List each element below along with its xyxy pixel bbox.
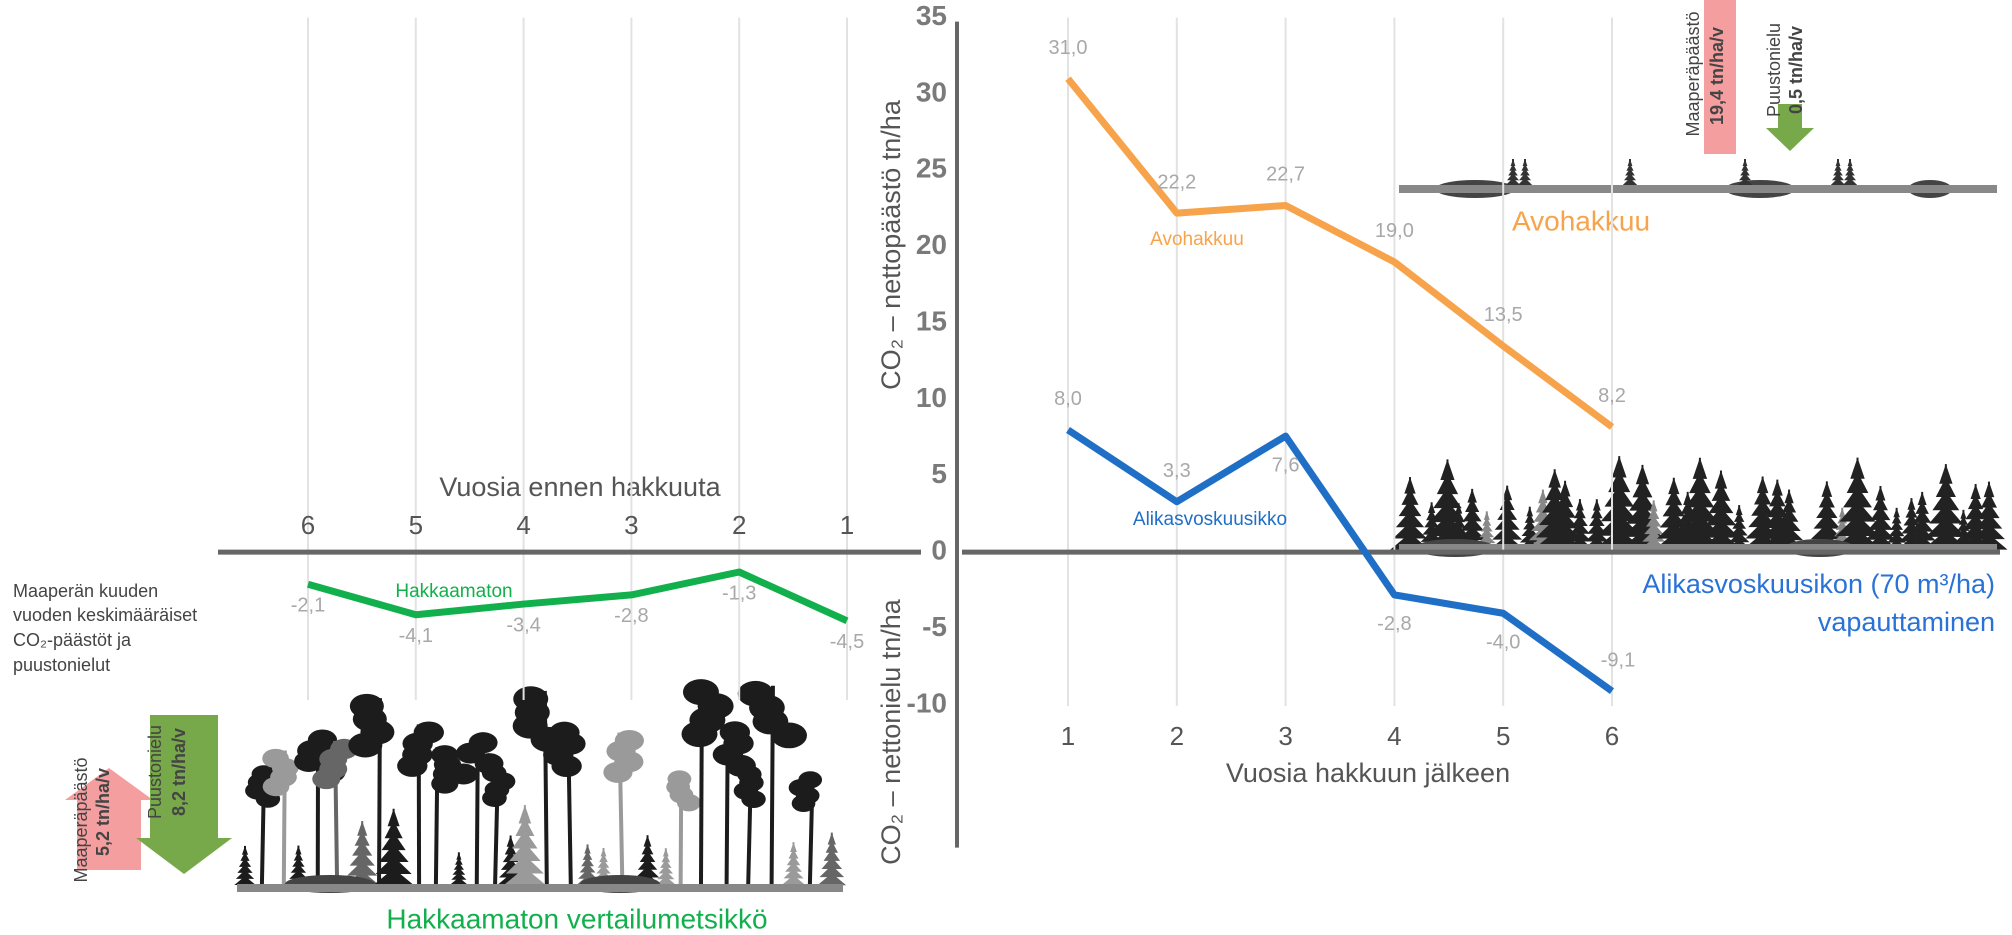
tree-crown <box>677 794 701 811</box>
release-label: vapauttaminen <box>1818 607 1995 637</box>
tree-crown <box>348 733 382 758</box>
value-label: 22,7 <box>1266 164 1305 186</box>
series-label: Alikasvoskuusikko <box>1133 509 1287 530</box>
arrow-value: 5,2 tn/ha/v <box>93 768 113 856</box>
value-label: -1,3 <box>722 582 756 604</box>
note-line: puustonielut <box>13 655 110 675</box>
tree-crown <box>792 795 816 812</box>
y-tick-label: 5 <box>931 458 947 489</box>
x-tick-label: 1 <box>1061 721 1075 751</box>
scenery <box>234 159 2007 893</box>
tree-crown <box>681 721 717 747</box>
series-label: Avohakkuu <box>1150 229 1244 250</box>
x-tick-label: 6 <box>301 510 315 540</box>
y-tick-label: 35 <box>916 0 947 31</box>
y-axis-title: CO₂ – nettopäästö tn/ha <box>876 99 906 390</box>
page: {"chart_data": [ {"type": "line", "x_lab… <box>0 0 2012 935</box>
series-line <box>1068 79 1612 427</box>
value-label: -2,1 <box>291 594 325 616</box>
x-tick-label: 5 <box>409 510 423 540</box>
arrow-name: Puustonielu <box>145 725 165 819</box>
x-tick-label: 4 <box>516 510 530 540</box>
arrow-value: 0,5 tn/ha/v <box>1786 26 1806 114</box>
y-tick-label: 25 <box>916 153 947 184</box>
y-tick-label: 20 <box>916 229 947 260</box>
x-tick-label: 6 <box>1605 721 1619 751</box>
ground <box>1399 185 1997 193</box>
x-tick-label: 2 <box>1170 721 1184 751</box>
tree-crown <box>263 777 290 796</box>
value-label: 7,6 <box>1272 454 1300 476</box>
value-label: 3,3 <box>1163 460 1191 482</box>
series-line <box>1068 430 1612 691</box>
y-tick-label: 30 <box>916 76 947 107</box>
release-label: Alikasvoskuusikon (70 m³/ha) <box>1642 569 1995 599</box>
value-label: 31,0 <box>1049 37 1088 59</box>
tree-crown <box>397 755 427 777</box>
value-label: 13,5 <box>1484 304 1523 326</box>
x-tick-label: 2 <box>732 510 746 540</box>
tree-crown <box>603 762 632 783</box>
x-tick-label: 5 <box>1496 721 1510 751</box>
y-tick-label: 10 <box>916 382 947 413</box>
series-line <box>308 572 847 621</box>
x-tick-label: 4 <box>1387 721 1401 751</box>
value-label: -9,1 <box>1601 649 1635 671</box>
clearcut-label: Avohakkuu <box>1512 205 1650 236</box>
y-tick-label: 15 <box>916 305 947 336</box>
tree-crown <box>312 769 340 789</box>
value-label: 19,0 <box>1375 220 1414 242</box>
arrow-name: Maaperäpäästö <box>71 757 91 882</box>
tree-crown <box>551 755 581 777</box>
arrow-value: 19,4 tn/ha/v <box>1707 27 1727 125</box>
tree-crown <box>741 790 765 808</box>
note-line: Maaperän kuuden <box>13 581 158 601</box>
note-line: vuoden keskimääräiset <box>13 605 197 625</box>
ground <box>237 884 843 892</box>
y-tick-label: 0 <box>931 535 947 566</box>
y-axis-title: CO₂ – nettonielu tn/ha <box>876 598 906 865</box>
x-axis-title: Vuosia hakkuun jälkeen <box>1226 758 1510 788</box>
arrow-name: Puustonielu <box>1764 23 1784 117</box>
x-tick-label: 3 <box>624 510 638 540</box>
value-label: -4,5 <box>830 631 864 653</box>
control-label: Hakkaamaton vertailumetsikkö <box>386 903 767 934</box>
x-tick-label: 1 <box>840 510 854 540</box>
y-tick-label: -10 <box>907 687 947 718</box>
ground <box>1399 544 1997 550</box>
arrow-name: Maaperäpäästö <box>1683 11 1703 136</box>
note-line: CO₂-päästöt ja <box>13 630 132 650</box>
y-tick-label: -5 <box>922 611 947 642</box>
tree-crown <box>482 789 507 807</box>
value-label: -4,1 <box>399 625 433 647</box>
value-label: -3,4 <box>506 614 540 636</box>
chart: Maaperäpäästö 5,2 tn/ha/v Puustonielu 8,… <box>0 0 2012 935</box>
value-label: 8,0 <box>1054 388 1082 410</box>
value-label: -2,8 <box>1377 613 1411 635</box>
tree-crown <box>771 722 807 748</box>
value-label: -2,8 <box>614 605 648 627</box>
value-label: 22,2 <box>1157 171 1196 193</box>
arrow-value: 8,2 tn/ha/v <box>169 728 189 816</box>
tree-crown <box>449 764 478 785</box>
value-label: -4,0 <box>1486 632 1520 654</box>
value-label: 8,2 <box>1598 385 1626 407</box>
x-tick-label: 3 <box>1278 721 1292 751</box>
series-label: Hakkaamaton <box>395 581 512 602</box>
x-axis-title: Vuosia ennen hakkuuta <box>439 472 721 502</box>
